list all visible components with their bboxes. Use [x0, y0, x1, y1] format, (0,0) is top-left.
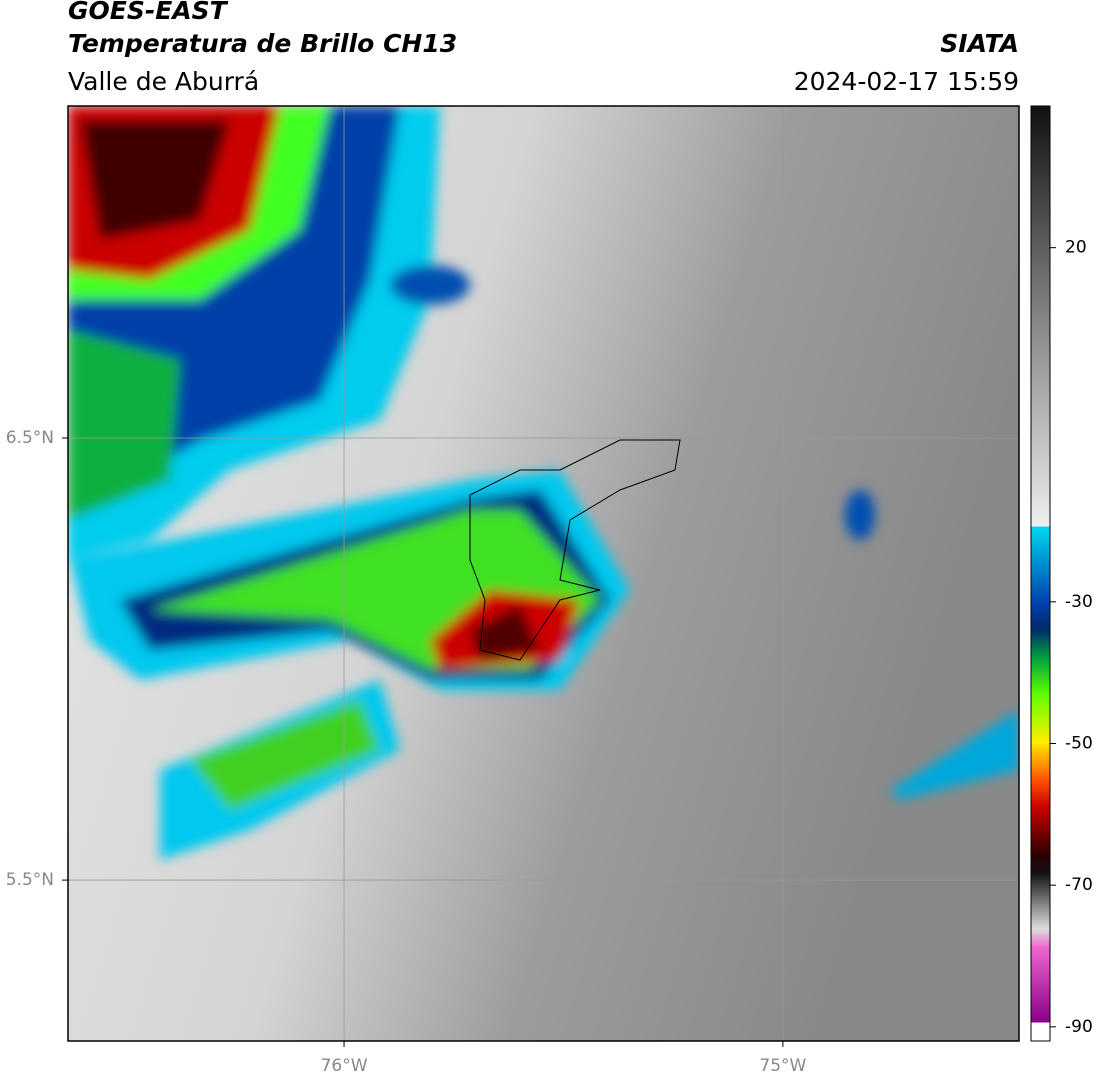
subtitle: Temperatura de Brillo CH13 [68, 29, 457, 58]
colorbar [1030, 105, 1051, 1042]
map-grid: 76°W 75°W 6.5°N 5.5°N [6, 106, 1019, 1076]
colorbar-tick-label: -90 [1065, 1017, 1093, 1037]
colorbar-tick-label: -50 [1065, 734, 1093, 754]
colorbar-ticks: 20 -30 -50 -70 -90 [1050, 238, 1093, 1037]
source: SIATA [940, 29, 1019, 58]
colorbar-tick-label: -70 [1065, 875, 1093, 895]
lat-tick-label: 6.5°N [6, 428, 54, 448]
lat-tick-label: 5.5°N [6, 870, 54, 890]
datetime: 2024-02-17 15:59 [794, 67, 1019, 96]
colorbar-tick-label: -30 [1065, 592, 1093, 612]
satellite-image [68, 106, 1019, 1041]
lon-tick-label: 75°W [759, 1056, 806, 1076]
region: Valle de Aburrá [68, 67, 259, 96]
header: GOES-EAST Temperatura de Brillo CH13 SIA… [68, 0, 1019, 96]
map-frame [67, 105, 1020, 1042]
colorbar-tick-label: 20 [1065, 238, 1087, 258]
title: GOES-EAST [68, 0, 229, 25]
lon-tick-label: 76°W [321, 1056, 368, 1076]
